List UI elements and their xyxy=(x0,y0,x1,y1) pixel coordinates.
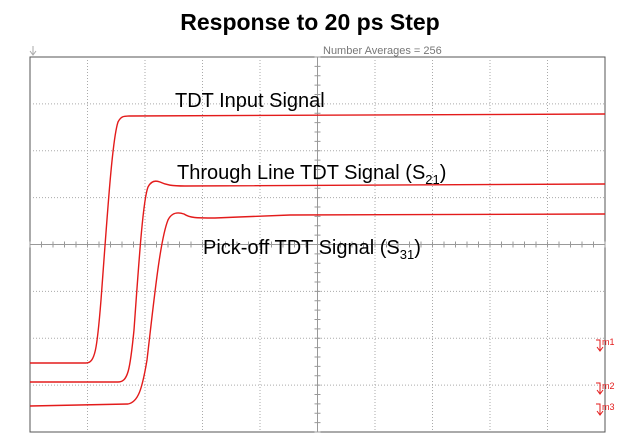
label-text: Through Line TDT Signal (S xyxy=(177,162,425,184)
trace xyxy=(30,180,606,383)
subscript: 31 xyxy=(400,247,414,262)
title: Response to 20 ps Step xyxy=(180,9,439,35)
marker: m1 xyxy=(596,337,615,352)
trace xyxy=(29,212,606,407)
marker-label: m1 xyxy=(602,337,615,347)
trace-label: Pick-off TDT Signal (S31) xyxy=(203,237,421,262)
trace xyxy=(30,113,606,364)
trace-label: Through Line TDT Signal (S21) xyxy=(177,162,446,187)
marker-label: m2 xyxy=(602,381,615,391)
trigger-arrow xyxy=(29,46,37,56)
marker: m2 xyxy=(596,381,615,395)
suffix: ) xyxy=(440,162,447,184)
marker-label: m3 xyxy=(602,402,615,412)
trace-label: TDT Input Signal xyxy=(175,90,325,112)
suffix: ) xyxy=(414,237,421,259)
marker: m3 xyxy=(596,402,615,416)
label-text: Pick-off TDT Signal (S xyxy=(203,237,400,259)
subscript: 21 xyxy=(425,172,439,187)
grid xyxy=(29,56,606,433)
status: Number Averages = 256 xyxy=(323,45,442,57)
